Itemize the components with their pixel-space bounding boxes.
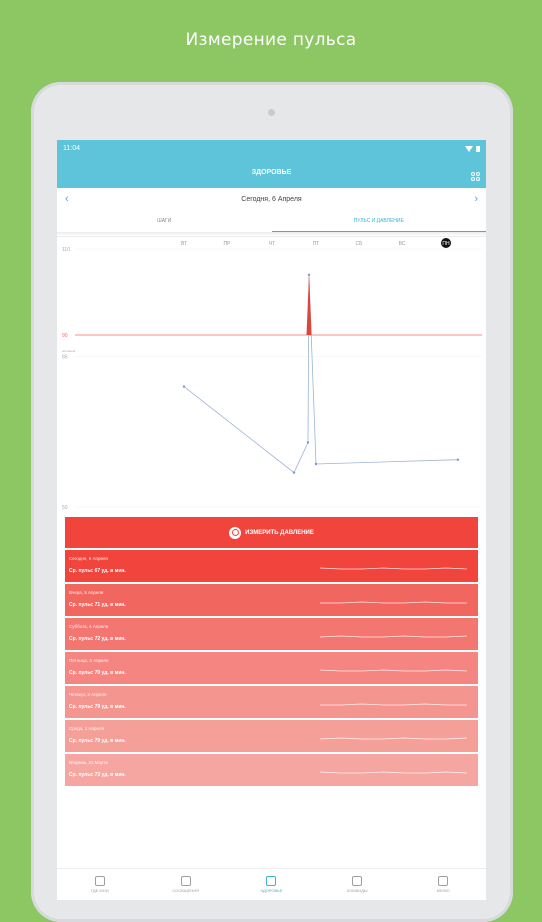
date-navigator: ‹ Сегодня, 6 Апреля › [57,188,486,210]
camera-dot [268,109,275,116]
day-average-pulse: Ср. пульс 70 уд. в мин. [69,670,126,676]
pulse-data-point [314,462,318,466]
day-sparkline [320,567,468,570]
bottom-navigation: ГДЕ МОИ СООБЩЕНИЯ ЗДОРОВЬЕ КОМАНДЫ МЕНЮ [57,868,486,900]
chart-y-tick: 50 [62,505,68,511]
battery-icon [476,145,480,152]
chart-day-label: СБ [356,241,364,247]
day-sparkline [320,669,468,672]
day-card[interactable]: Среда, 1 Апреля Ср. пульс 79 уд. в мин. [65,720,478,752]
chart-day-label: ПР [224,241,232,247]
day-date: Среда, 1 Апреля [69,726,104,731]
next-day-button[interactable]: › [474,193,478,205]
day-date: Суббота, 4 Апреля [69,624,109,629]
menu-icon [438,876,449,886]
day-card[interactable]: Пятница, 3 Апреля Ср. пульс 70 уд. в мин. [65,652,478,684]
sparkline-series [320,771,468,774]
message-icon [180,876,191,886]
measure-pressure-button[interactable]: ИЗМЕРИТЬ ДАВЛЕНИЕ [65,517,478,548]
day-card[interactable]: Вчера, 5 Апреля Ср. пульс 71 уд. в мин. [65,584,478,616]
promo-title: Измерение пульса [185,30,357,50]
pulse-line-series [183,274,459,474]
day-sparkline [320,737,468,740]
device-menu-icon[interactable] [471,172,480,181]
wifi-icon [465,145,473,152]
sparkline-series [320,601,467,604]
app-screen: 11:04 ЗДОРОВЬЕ ‹ Сегодня, 6 Апреля › ШАГ… [57,140,486,900]
day-average-pulse: Ср. пульс 79 уд. в мин. [69,704,126,710]
pulse-data-point [456,458,460,461]
chart-day-label: ЧТ [269,241,275,247]
sparkline-series [320,737,468,740]
current-date: Сегодня, 6 Апреля [241,195,302,203]
chart-side-label: активный [62,349,75,353]
chart-day-label: ПН [442,241,450,247]
status-time: 11:04 [63,145,80,152]
pulse-data-point [306,441,310,444]
chart-day-label: ВТ [181,241,187,247]
divider [57,232,486,236]
day-sparkline [320,771,468,774]
chart-y-tick: 85 [62,355,68,361]
measure-pressure-label: ИЗМЕРИТЬ ДАВЛЕНИЕ [245,529,314,536]
sparkline-series [320,567,468,570]
day-date: Вчера, 5 Апреля [69,590,104,595]
sparkline-series [320,669,468,672]
day-average-pulse: Ср. пульс 72 уд. в мин. [69,636,126,642]
day-card[interactable]: Вторник, 31 Марта Ср. пульс 73 уд. в мин. [65,754,478,786]
chart-y-tick: 90 [62,333,68,339]
day-sparkline [320,601,467,604]
tab-steps[interactable]: ШАГИ [157,218,172,224]
nav-commands[interactable]: КОМАНДЫ [314,869,400,900]
day-date: Четверг, 2 Апреля [69,692,107,697]
nav-messages[interactable]: СООБЩЕНИЯ [143,869,229,900]
nav-menu[interactable]: МЕНЮ [400,869,486,900]
nav-where-mine[interactable]: ГДЕ МОИ [57,869,143,900]
prev-day-button[interactable]: ‹ [65,193,69,205]
sparkline-series [320,703,467,706]
nav-health[interactable]: ЗДОРОВЬЕ [229,869,315,900]
day-date: Пятница, 3 Апреля [69,658,109,663]
day-card[interactable]: Сегодня, 6 Апреля Ср. пульс 67 уд. в мин. [65,550,478,582]
day-card[interactable]: Суббота, 4 Апреля Ср. пульс 72 уд. в мин. [65,618,478,650]
chart-day-label: ПТ [313,241,320,247]
day-average-pulse: Ср. пульс 73 уд. в мин. [69,772,126,778]
pulse-data-point [307,273,311,276]
pulse-data-point [292,471,296,474]
day-sparkline [320,635,468,638]
day-sparkline [320,703,467,706]
sparkline-series [320,635,468,638]
tab-pulse-pressure[interactable]: ПУЛЬС И ДАВЛЕНИЕ [271,210,486,232]
pulse-chart: ВТ ПР ЧТ ПТ СБ ВС ПН 110 90 85 50 активный [57,236,486,517]
day-card[interactable]: Четверг, 2 Апреля Ср. пульс 79 уд. в мин. [65,686,478,718]
day-list: Сегодня, 6 Апреля Ср. пульс 67 уд. в мин.… [57,550,486,786]
app-title: ЗДОРОВЬЕ [251,169,292,176]
pulse-peak-mark [306,274,312,335]
day-average-pulse: Ср. пульс 67 уд. в мин. [69,568,126,574]
map-pin-icon [94,876,105,886]
pulse-icon [229,526,242,539]
tabs: ШАГИ ПУЛЬС И ДАВЛЕНИЕ [57,210,486,232]
day-average-pulse: Ср. пульс 79 уд. в мин. [69,738,126,744]
status-bar: 11:04 [57,140,486,157]
pulse-data-point [182,385,186,388]
heart-icon [266,876,277,886]
day-date: Сегодня, 6 Апреля [69,556,108,561]
pulse-chart-svg: ВТ ПР ЧТ ПТ СБ ВС ПН 110 90 85 50 активный [62,238,482,511]
chart-y-tick: 110 [62,247,70,253]
selected-day-marker [441,238,451,248]
command-icon [352,876,363,886]
day-date: Вторник, 31 Марта [69,760,108,765]
chart-day-label: ВС [399,241,406,247]
app-bar: ЗДОРОВЬЕ [57,157,486,188]
status-icons [465,145,480,152]
day-average-pulse: Ср. пульс 71 уд. в мин. [69,602,126,608]
